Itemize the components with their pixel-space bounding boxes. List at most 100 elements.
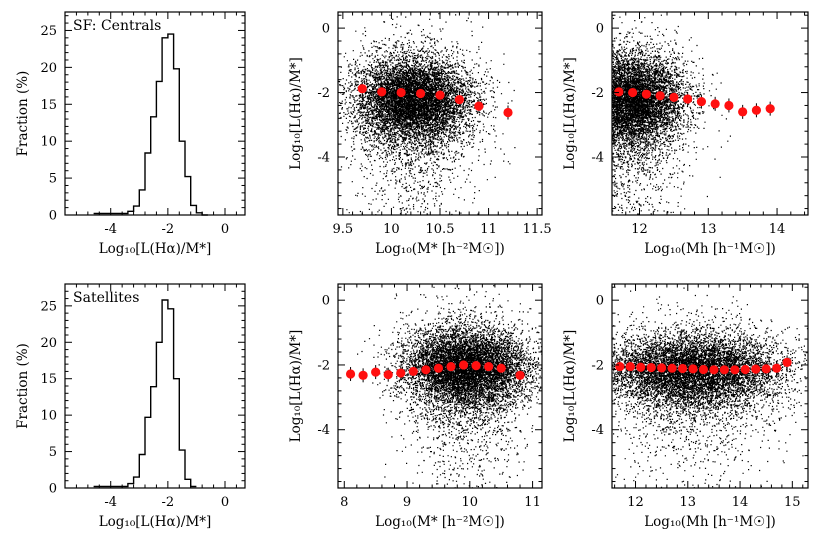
median-point: [484, 361, 494, 372]
median-point: [740, 364, 750, 375]
scatter-cloud: [357, 285, 542, 488]
median-point: [345, 369, 356, 379]
median-point: [358, 370, 368, 380]
y-tick-label: -2: [317, 86, 330, 101]
median-point: [614, 87, 624, 97]
histogram-bin: [185, 177, 191, 215]
histogram-bin: [134, 206, 140, 215]
median-point: [765, 104, 775, 114]
median-point: [454, 95, 465, 105]
y-tick-label: 0: [596, 294, 604, 309]
median-point: [474, 101, 484, 111]
median-point: [646, 362, 656, 373]
median-point: [696, 96, 707, 107]
median-point: [688, 364, 698, 374]
histogram-bin: [139, 454, 145, 488]
median-point: [625, 361, 635, 372]
histogram-bin: [179, 141, 185, 215]
histogram-bin: [185, 479, 191, 488]
median-point: [782, 357, 792, 367]
histogram-bin: [151, 387, 157, 488]
x-tick-label: -2: [162, 495, 175, 510]
median-point: [719, 365, 729, 375]
x-tick-label: 13: [700, 222, 717, 237]
x-tick-label: 10.5: [426, 222, 455, 237]
x-axis-label: Log₁₀[L(Hα)/M*]: [99, 241, 212, 257]
y-axis-label: Log₁₀[L(Hα)/M*]: [288, 57, 304, 170]
y-axis-label: Log₁₀[L(Hα)/M*]: [562, 330, 578, 443]
histogram-bin: [168, 309, 174, 488]
y-tick-label: 5: [49, 172, 57, 187]
histogram-bin: [151, 117, 157, 215]
histogram-bin: [145, 153, 151, 215]
median-point: [357, 84, 367, 94]
median-point: [683, 94, 693, 104]
histogram-step: [93, 299, 197, 488]
median-point: [496, 363, 506, 373]
histogram-bin: [139, 190, 145, 215]
median-point: [738, 107, 748, 117]
median-point: [396, 368, 406, 378]
histogram-bin: [156, 342, 162, 488]
median-point: [433, 363, 444, 373]
y-tick-label: 0: [322, 22, 330, 37]
histogram-bin: [174, 379, 180, 488]
x-tick-label: 9: [403, 495, 411, 510]
y-tick-label: 0: [49, 209, 57, 224]
median-point: [772, 363, 782, 373]
median-point: [415, 88, 426, 99]
x-tick-label: 11: [524, 495, 541, 510]
x-tick-label: 11.5: [523, 222, 552, 237]
panel-satellites-halo: 12 13 14 15 -4 -2 0 Log₁₀(Mh [h⁻¹M☉]) Log₁₀[L(Hα…: [562, 283, 809, 530]
y-tick-label: -4: [591, 151, 604, 166]
median-point: [421, 365, 431, 375]
median-point: [408, 366, 418, 377]
histogram-bin: [145, 417, 151, 488]
median-point: [667, 363, 677, 373]
x-tick-label: 0: [221, 495, 229, 510]
axes-frame: [611, 11, 809, 216]
y-tick-label: 25: [40, 24, 57, 39]
x-axis-label: Log₁₀(M* [h⁻²M☉]): [375, 514, 505, 530]
histogram-bin: [168, 34, 174, 215]
median-point: [371, 367, 381, 377]
y-tick-label: 25: [40, 299, 57, 314]
median-point: [657, 363, 667, 373]
median-point: [710, 99, 720, 109]
scatter-cloud: [338, 13, 516, 215]
scatter-points: [612, 14, 731, 215]
y-tick-label: -2: [591, 358, 604, 373]
median-point: [655, 91, 665, 101]
scatter-cloud: [612, 14, 731, 215]
panel-sf-centrals-hist: -4 -2 0 0 5 10 15 20 25 Log₁₀[L(Hα)/M*] Fraction (…: [15, 11, 246, 257]
axes-frame: [64, 11, 246, 216]
x-tick-label: 13: [680, 495, 697, 510]
y-tick-label: -4: [317, 151, 330, 166]
histogram-step: [93, 33, 208, 216]
median-point: [628, 87, 638, 98]
scatter-points: [338, 13, 516, 215]
x-tick-label: 11: [480, 222, 497, 237]
median-point: [615, 361, 625, 372]
median-point: [503, 107, 513, 118]
y-tick-label: 15: [40, 372, 57, 387]
x-tick-label: 8: [340, 495, 348, 510]
panel-annotation: Satellites: [73, 290, 139, 306]
histogram-bin: [174, 69, 180, 215]
y-tick-label: 0: [596, 22, 604, 37]
panel-annotation: SF: Centrals: [73, 18, 161, 34]
median-point: [471, 361, 481, 371]
x-tick-label: 14: [732, 495, 749, 510]
x-tick-label: 15: [784, 495, 801, 510]
histogram-bin: [162, 300, 168, 488]
median-point: [641, 89, 651, 99]
x-tick-label: 14: [769, 222, 786, 237]
median-point: [730, 365, 740, 375]
median-point: [377, 87, 387, 97]
x-axis-label: Log₁₀[L(Hα)/M*]: [99, 514, 212, 530]
panel-satellites-stellar: 8 9 10 11 -4 -2 0 Log₁₀(M* [h⁻²M☉]) Log₁₀[L(Hα)/…: [288, 283, 543, 530]
panel-sf-centrals-stellar: 9.5 10 10.5 11 11.5 -4 -2 0 Log₁₀(M* [h⁻²M☉]) Log…: [288, 11, 552, 257]
median-point: [435, 90, 445, 100]
median-point: [446, 361, 456, 372]
